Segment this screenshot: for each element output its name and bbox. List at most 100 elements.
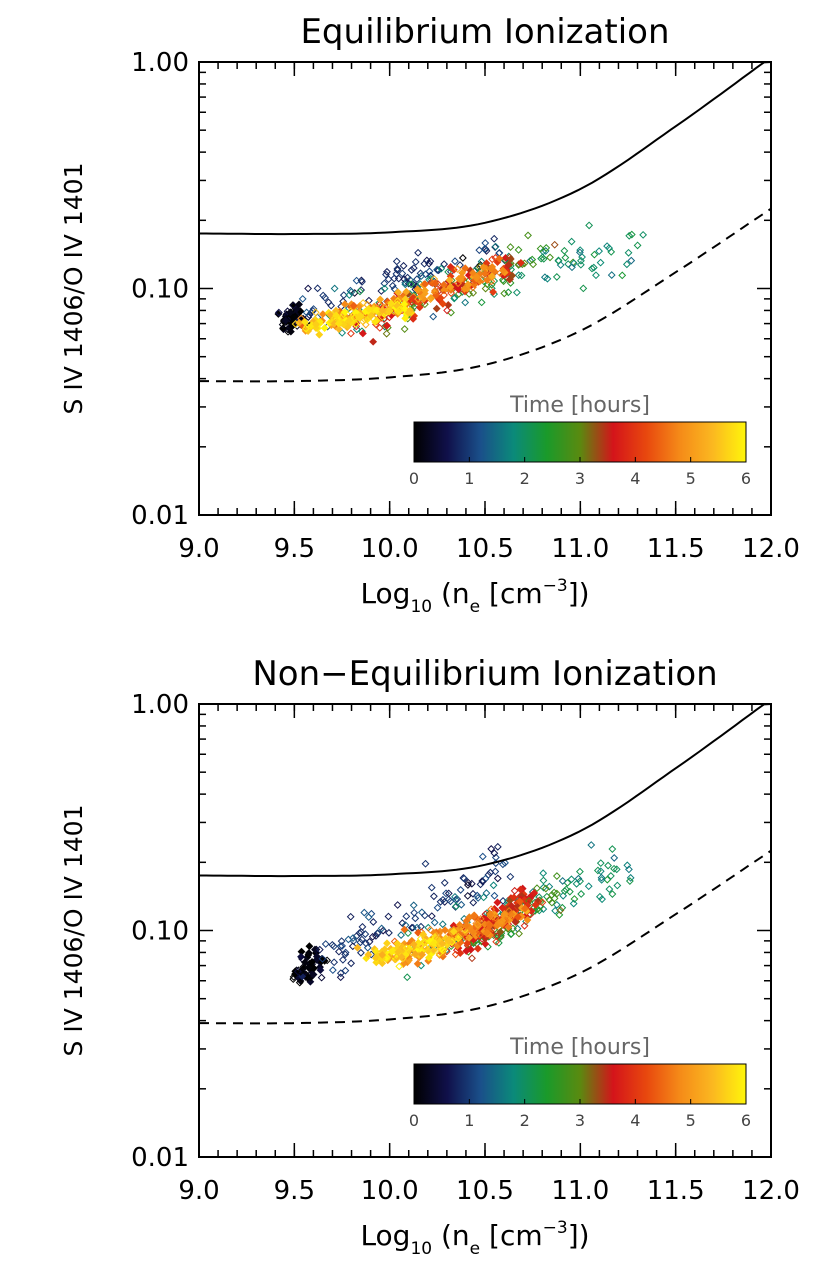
scatter-point (545, 882, 554, 891)
scatter-point (588, 264, 596, 273)
scatter-point (517, 271, 526, 280)
scatter-point (479, 263, 488, 272)
scatter-point (496, 927, 505, 936)
scatter-point (409, 940, 418, 949)
x-tick-label: 10.0 (361, 1176, 419, 1206)
scatter-point (556, 906, 565, 915)
scatter-point (293, 967, 302, 976)
x-axis: 9.0 9.5 10.0 10.5 11.0 11.5 12.0 (178, 62, 800, 564)
scatter-point (433, 266, 442, 275)
scatter-point (531, 901, 540, 909)
scatter-point (439, 895, 447, 904)
x-tick-label: 9.5 (274, 534, 315, 564)
scatter-point (567, 237, 576, 246)
colorbar-tick-label: 1 (464, 469, 474, 488)
scatter-point (409, 901, 418, 910)
scatter-point (497, 918, 506, 927)
scatter-point (311, 308, 320, 317)
scatter-point (444, 937, 453, 945)
scatter-point (402, 944, 411, 952)
scatter-point (606, 872, 615, 880)
colorbar-tick-label: 3 (575, 469, 585, 488)
x-tick-label: 10.0 (361, 534, 419, 564)
scatter-point (313, 284, 322, 293)
scatter-point (604, 861, 612, 870)
scatter-point (570, 895, 579, 903)
scatter-point (462, 921, 471, 930)
scatter-point (383, 321, 391, 330)
scatter-point (340, 300, 349, 309)
scatter-point (327, 301, 336, 310)
scatter-point (449, 927, 458, 936)
scatter-point (347, 959, 356, 968)
scatter-point (461, 264, 470, 273)
scatter-point (426, 257, 435, 266)
scatter-point (627, 256, 636, 265)
y-axis: 0.01 0.10 1.00 (131, 48, 771, 531)
scatter-point (479, 893, 488, 902)
scatter-point (367, 312, 375, 320)
colorbar-tick-label: 6 (741, 1111, 751, 1130)
scatter-point (435, 949, 444, 958)
scatter-point (473, 891, 482, 900)
scatter-point (375, 323, 384, 332)
scatter-point (585, 221, 594, 230)
scatter-point (469, 889, 477, 898)
scatter-point (456, 886, 465, 894)
scatter-point (404, 929, 412, 938)
scatter-point (301, 318, 309, 326)
scatter-point (542, 244, 551, 252)
scatter-point (514, 245, 523, 254)
scatter-point (429, 312, 438, 321)
scatter-point (488, 255, 497, 264)
scatter-point (550, 240, 559, 249)
scatter-point (538, 898, 547, 907)
scatter-point (505, 907, 514, 915)
scatter-point (430, 918, 439, 927)
scatter-point (562, 885, 571, 894)
scatter-point (468, 283, 477, 292)
scatter-point (356, 287, 364, 296)
scatter-point (317, 973, 326, 982)
scatter-point (446, 283, 455, 291)
colorbar-tick-label: 4 (630, 469, 640, 488)
scatter-point (467, 879, 476, 888)
scatter-point (610, 864, 618, 873)
scatter-point (625, 865, 633, 874)
scatter-point (639, 230, 648, 239)
scatter-point (539, 883, 548, 892)
scatter-point (469, 288, 478, 297)
scatter-point (590, 250, 599, 259)
scatter-point (492, 937, 501, 946)
scatter-point (627, 230, 636, 239)
scatter-point (438, 939, 447, 948)
scatter-point (500, 289, 509, 298)
scatter-point (589, 263, 598, 272)
scatter-point (499, 277, 508, 286)
scatter-point (411, 257, 420, 266)
scatter-point (409, 293, 417, 302)
scatter-point (376, 295, 385, 304)
scatter-point (507, 902, 516, 910)
scatter-point (437, 264, 446, 273)
scatter-point (372, 954, 380, 962)
scatter-point (576, 877, 584, 886)
scatter-point (424, 953, 433, 962)
scatter-point (365, 937, 374, 946)
scatter-point (393, 264, 402, 273)
scatter-point (558, 877, 567, 885)
scatter-point (603, 875, 612, 884)
scatter-point (539, 254, 548, 263)
scatter-point (426, 295, 435, 304)
y-tick-label: 0.10 (131, 917, 189, 947)
colorbar-tick-label: 6 (741, 469, 751, 488)
scatter-point (436, 897, 445, 906)
scatter-point (572, 879, 581, 888)
y-axis: 0.01 0.10 1.00 (131, 690, 771, 1173)
scatter-point (565, 887, 574, 896)
scatter-point (439, 946, 447, 955)
scatter-point (431, 279, 440, 288)
dashed-curve (199, 849, 772, 1025)
scatter-point (516, 259, 525, 267)
scatter-point (297, 952, 305, 961)
